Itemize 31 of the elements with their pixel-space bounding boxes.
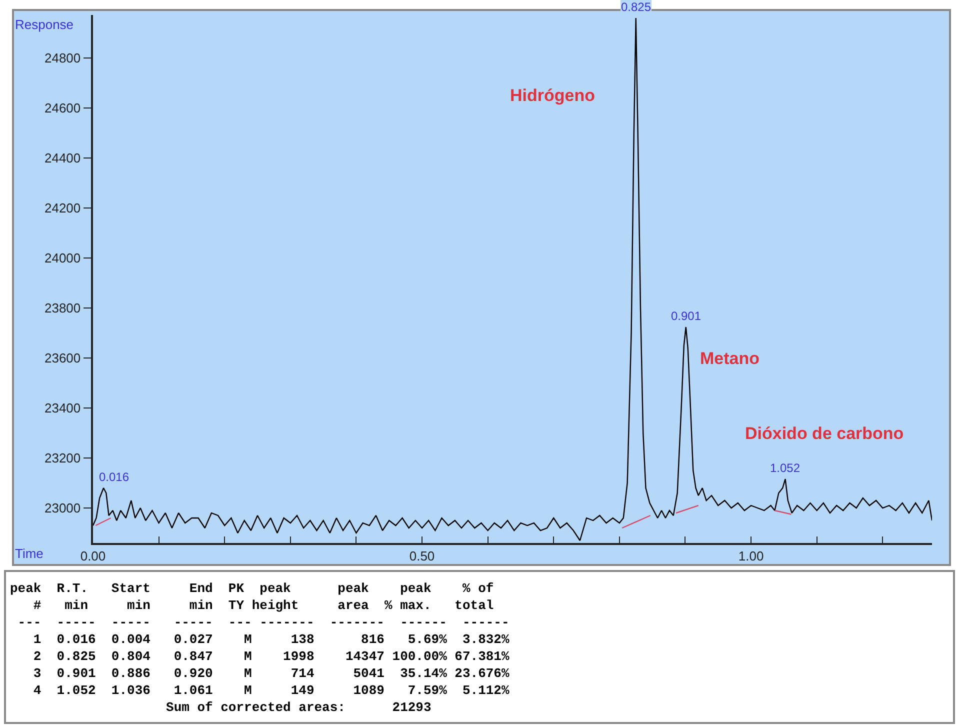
y-tick-label: 23400 [44, 400, 81, 416]
y-tick-label: 23000 [44, 500, 81, 516]
text: --- ----- ----- ----- --- ------- ------- ------ ------ [10, 615, 510, 630]
line-series [93, 17, 932, 542]
text: 3 0.901 0.886 0.920 M 714 5041 35.14% 23.676% [10, 666, 510, 681]
x-tick-label: 1.00 [738, 548, 764, 564]
x-tick-label: 0.00 [80, 548, 106, 564]
x-tick-label: 0.50 [409, 548, 435, 564]
y-tick-label: 24800 [44, 50, 81, 66]
text: 4 1.052 1.036 1.061 M 149 1089 7.59% 5.112% [10, 683, 510, 698]
annotation: 0.016 [99, 470, 130, 484]
y-tick-label: 24600 [44, 100, 81, 116]
text: peak R.T. Start End PK peak peak peak % of [10, 581, 494, 596]
annotation: Hidrógeno [510, 86, 595, 105]
text: 1 0.016 0.004 0.027 M 138 816 5.69% 3.832% [10, 632, 510, 647]
annotation: 1.052 [770, 461, 800, 475]
annotation: Dióxido de carbono [745, 424, 904, 443]
y-tick-label: 23800 [44, 300, 81, 316]
y-tick-label: 24000 [44, 250, 81, 266]
y-tick-label: 24400 [44, 150, 81, 166]
y-axis-title: Response [15, 17, 74, 32]
text: # min min min TY height area % max. total [10, 598, 494, 613]
annotation: Metano [700, 349, 760, 368]
annotation: 0.901 [671, 309, 702, 323]
y-tick-label: 23600 [44, 350, 81, 366]
x-axis-title: Time [15, 546, 44, 561]
y-tick-label: 23200 [44, 450, 81, 466]
text: 2 0.825 0.804 0.847 M 1998 14347 100.00% 67.381% [10, 649, 510, 664]
text: Sum of corrected areas: 21293 [10, 700, 432, 715]
y-tick-label: 24200 [44, 200, 81, 216]
annotation: 0.825 [621, 0, 652, 14]
